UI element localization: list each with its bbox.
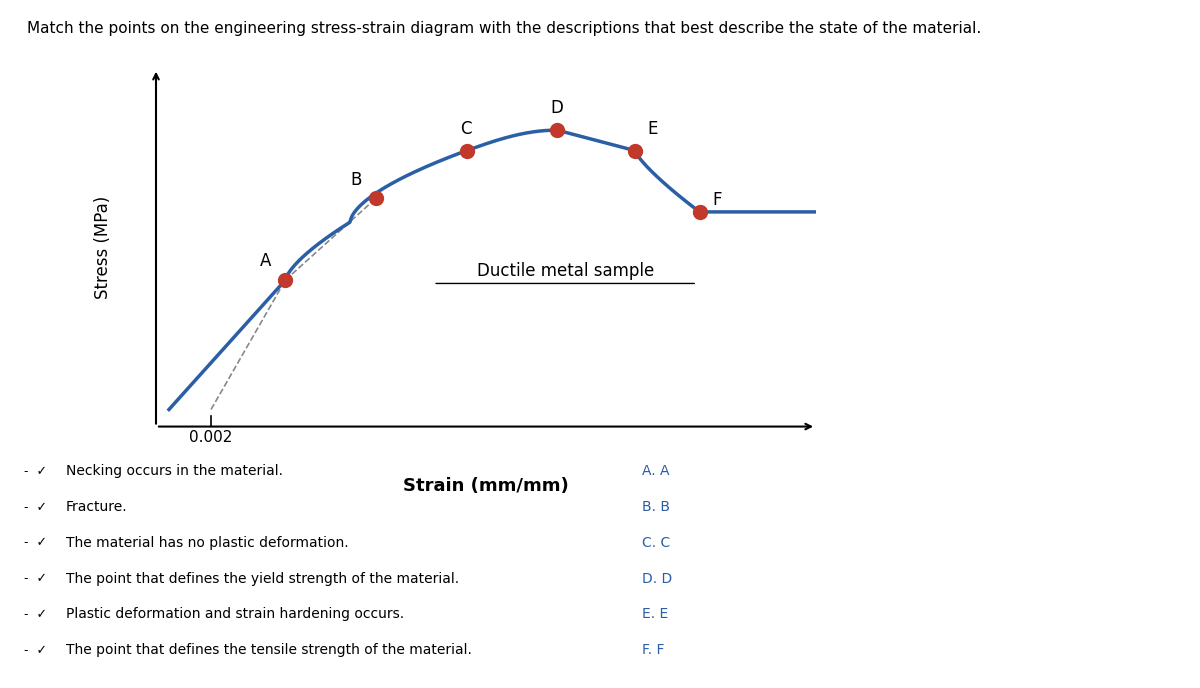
Text: -  ✓: - ✓ — [24, 537, 47, 549]
Text: Match the points on the engineering stress-strain diagram with the descriptions : Match the points on the engineering stre… — [26, 21, 982, 36]
Text: Fracture.: Fracture. — [66, 500, 127, 514]
Text: D: D — [551, 99, 564, 117]
Text: E. E: E. E — [642, 608, 668, 621]
Text: -  ✓: - ✓ — [24, 644, 47, 656]
Text: B. B: B. B — [642, 500, 670, 514]
Text: The point that defines the tensile strength of the material.: The point that defines the tensile stren… — [66, 643, 472, 657]
Text: The point that defines the yield strength of the material.: The point that defines the yield strengt… — [66, 572, 460, 585]
Text: Stress (MPa): Stress (MPa) — [94, 196, 113, 299]
Text: Plastic deformation and strain hardening occurs.: Plastic deformation and strain hardening… — [66, 608, 404, 621]
Text: Necking occurs in the material.: Necking occurs in the material. — [66, 464, 283, 478]
Text: -  ✓: - ✓ — [24, 465, 47, 477]
Text: A. A: A. A — [642, 464, 670, 478]
Text: -  ✓: - ✓ — [24, 501, 47, 513]
Text: B: B — [350, 171, 361, 189]
Text: 0.002: 0.002 — [190, 430, 233, 445]
Text: The material has no plastic deformation.: The material has no plastic deformation. — [66, 536, 349, 550]
Text: C: C — [460, 120, 472, 138]
Text: Ductile metal sample: Ductile metal sample — [476, 262, 654, 280]
Text: -  ✓: - ✓ — [24, 608, 47, 621]
Text: D. D: D. D — [642, 572, 672, 585]
Text: -  ✓: - ✓ — [24, 572, 47, 585]
Text: Strain (mm/mm): Strain (mm/mm) — [403, 477, 569, 495]
Text: E: E — [648, 120, 658, 138]
Text: C. C: C. C — [642, 536, 671, 550]
Text: F: F — [713, 191, 722, 209]
Text: F. F: F. F — [642, 643, 665, 657]
Text: A: A — [259, 252, 271, 270]
